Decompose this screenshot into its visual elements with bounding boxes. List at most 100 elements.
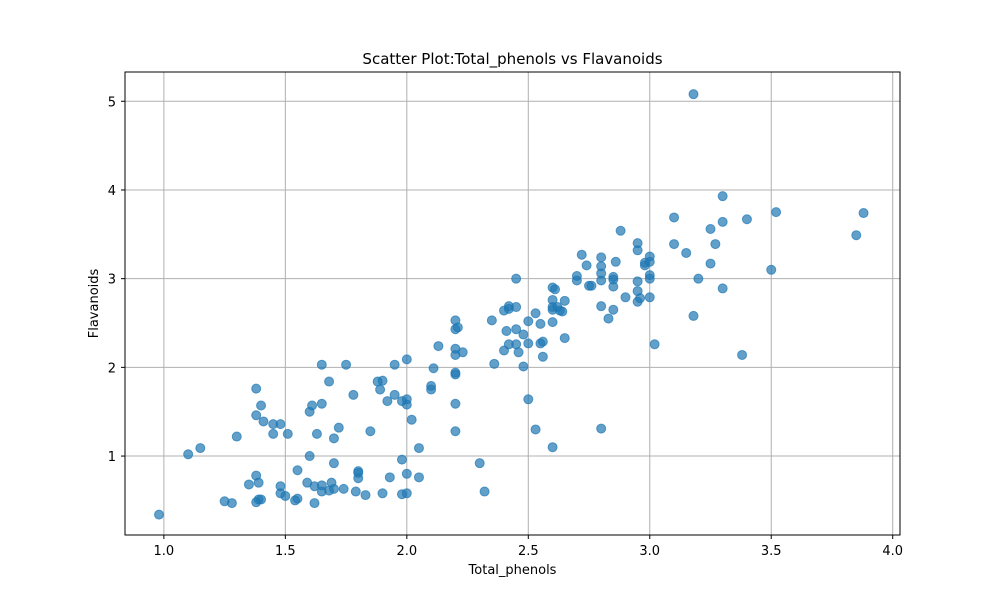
scatter-point bbox=[571, 275, 582, 286]
scatter-point bbox=[559, 295, 570, 306]
scatter-point bbox=[705, 258, 716, 269]
scatter-point bbox=[511, 273, 522, 284]
y-gridlines bbox=[125, 100, 900, 457]
scatter-point bbox=[450, 367, 461, 378]
scatter-point bbox=[620, 292, 631, 303]
y-tick-label: 2 bbox=[108, 361, 116, 376]
scatter-point bbox=[413, 472, 424, 483]
chart-title: Scatter Plot:Total_phenols vs Flavanoids bbox=[362, 50, 662, 69]
scatter-point bbox=[858, 208, 869, 219]
scatter-point bbox=[596, 261, 607, 272]
scatter-point bbox=[669, 212, 680, 223]
scatter-point bbox=[377, 375, 388, 386]
x-axis-label: Total_phenols bbox=[468, 563, 557, 578]
scatter-point bbox=[406, 414, 417, 425]
scatter-point bbox=[280, 490, 291, 501]
scatter-point bbox=[644, 292, 655, 303]
scatter-point bbox=[309, 498, 320, 509]
scatter-point bbox=[693, 273, 704, 284]
scatter-point bbox=[401, 354, 412, 365]
scatter-point bbox=[518, 361, 529, 372]
scatter-point bbox=[428, 363, 439, 374]
scatter-point bbox=[384, 472, 395, 483]
plot-frame bbox=[124, 71, 901, 536]
scatter-point bbox=[311, 428, 322, 439]
scatter-point bbox=[530, 308, 541, 319]
scatter-point bbox=[401, 488, 412, 499]
scatter-point bbox=[511, 302, 522, 313]
scatter-point bbox=[328, 433, 339, 444]
scatter-point bbox=[382, 396, 393, 407]
scatter-point bbox=[596, 423, 607, 434]
scatter-point bbox=[450, 398, 461, 409]
scatter-point bbox=[581, 260, 592, 271]
scatter-point bbox=[307, 400, 318, 411]
scatter-point bbox=[292, 493, 303, 504]
x-tick-label: 3.5 bbox=[761, 544, 782, 559]
scatter-point bbox=[576, 249, 587, 260]
scatter-point bbox=[547, 317, 558, 328]
scatter-point bbox=[737, 349, 748, 360]
scatter-point bbox=[341, 359, 352, 370]
scatter-point bbox=[681, 247, 692, 258]
scatter-point bbox=[741, 214, 752, 225]
y-axis-ticks: 1 2 3 4 5 bbox=[108, 95, 125, 465]
scatter-point bbox=[635, 293, 646, 304]
scatter-point bbox=[457, 347, 468, 358]
y-tick-label: 1 bbox=[108, 450, 116, 465]
scatter-point bbox=[256, 400, 267, 411]
scatter-point bbox=[608, 271, 619, 282]
scatter-point bbox=[537, 351, 548, 362]
scatter-point bbox=[535, 318, 546, 329]
x-tick-label: 4.0 bbox=[882, 544, 903, 559]
data-points bbox=[154, 89, 869, 520]
scatter-point bbox=[316, 359, 327, 370]
x-tick-label: 3.0 bbox=[639, 544, 660, 559]
scatter-point bbox=[251, 410, 262, 421]
scatter-point bbox=[644, 273, 655, 284]
scatter-point bbox=[513, 347, 524, 358]
scatter-point bbox=[557, 306, 568, 317]
scatter-point bbox=[316, 480, 327, 491]
scatter-point bbox=[375, 384, 386, 395]
x-tick-label: 2.5 bbox=[518, 544, 539, 559]
scatter-point bbox=[717, 191, 728, 202]
scatter-point bbox=[649, 339, 660, 350]
scatter-point bbox=[474, 458, 485, 469]
scatter-point bbox=[608, 304, 619, 315]
scatter-point bbox=[615, 225, 626, 236]
scatter-point bbox=[253, 477, 264, 488]
scatter-point bbox=[644, 256, 655, 267]
scatter-point bbox=[851, 230, 862, 241]
x-axis-ticks: 1.0 1.5 2.0 2.5 3.0 3.5 4.0 bbox=[154, 535, 903, 559]
scatter-point bbox=[479, 486, 490, 497]
y-tick-label: 5 bbox=[108, 95, 116, 110]
scatter-point bbox=[365, 426, 376, 437]
scatter-point bbox=[275, 419, 286, 430]
scatter-point bbox=[511, 324, 522, 335]
scatter-point bbox=[154, 509, 165, 520]
scatter-point bbox=[268, 428, 279, 439]
scatter-point bbox=[523, 394, 534, 405]
scatter-point bbox=[586, 280, 597, 291]
scatter-point bbox=[632, 238, 643, 249]
scatter-point bbox=[350, 486, 361, 497]
scatter-point bbox=[559, 333, 570, 344]
scatter-point bbox=[710, 239, 721, 250]
scatter-point bbox=[766, 264, 777, 275]
scatter-point bbox=[401, 468, 412, 479]
scatter-point bbox=[610, 256, 621, 267]
scatter-point bbox=[348, 389, 359, 400]
scatter-point bbox=[523, 316, 534, 327]
scatter-point bbox=[632, 276, 643, 287]
scatter-point bbox=[396, 454, 407, 465]
scatter-point bbox=[226, 498, 237, 509]
scatter-point bbox=[195, 443, 206, 454]
scatter-point bbox=[550, 284, 561, 295]
x-tick-label: 1.5 bbox=[275, 544, 296, 559]
scatter-point bbox=[489, 358, 500, 369]
scatter-point bbox=[688, 310, 699, 321]
scatter-point bbox=[537, 336, 548, 347]
scatter-point bbox=[717, 216, 728, 227]
scatter-point bbox=[450, 426, 461, 437]
